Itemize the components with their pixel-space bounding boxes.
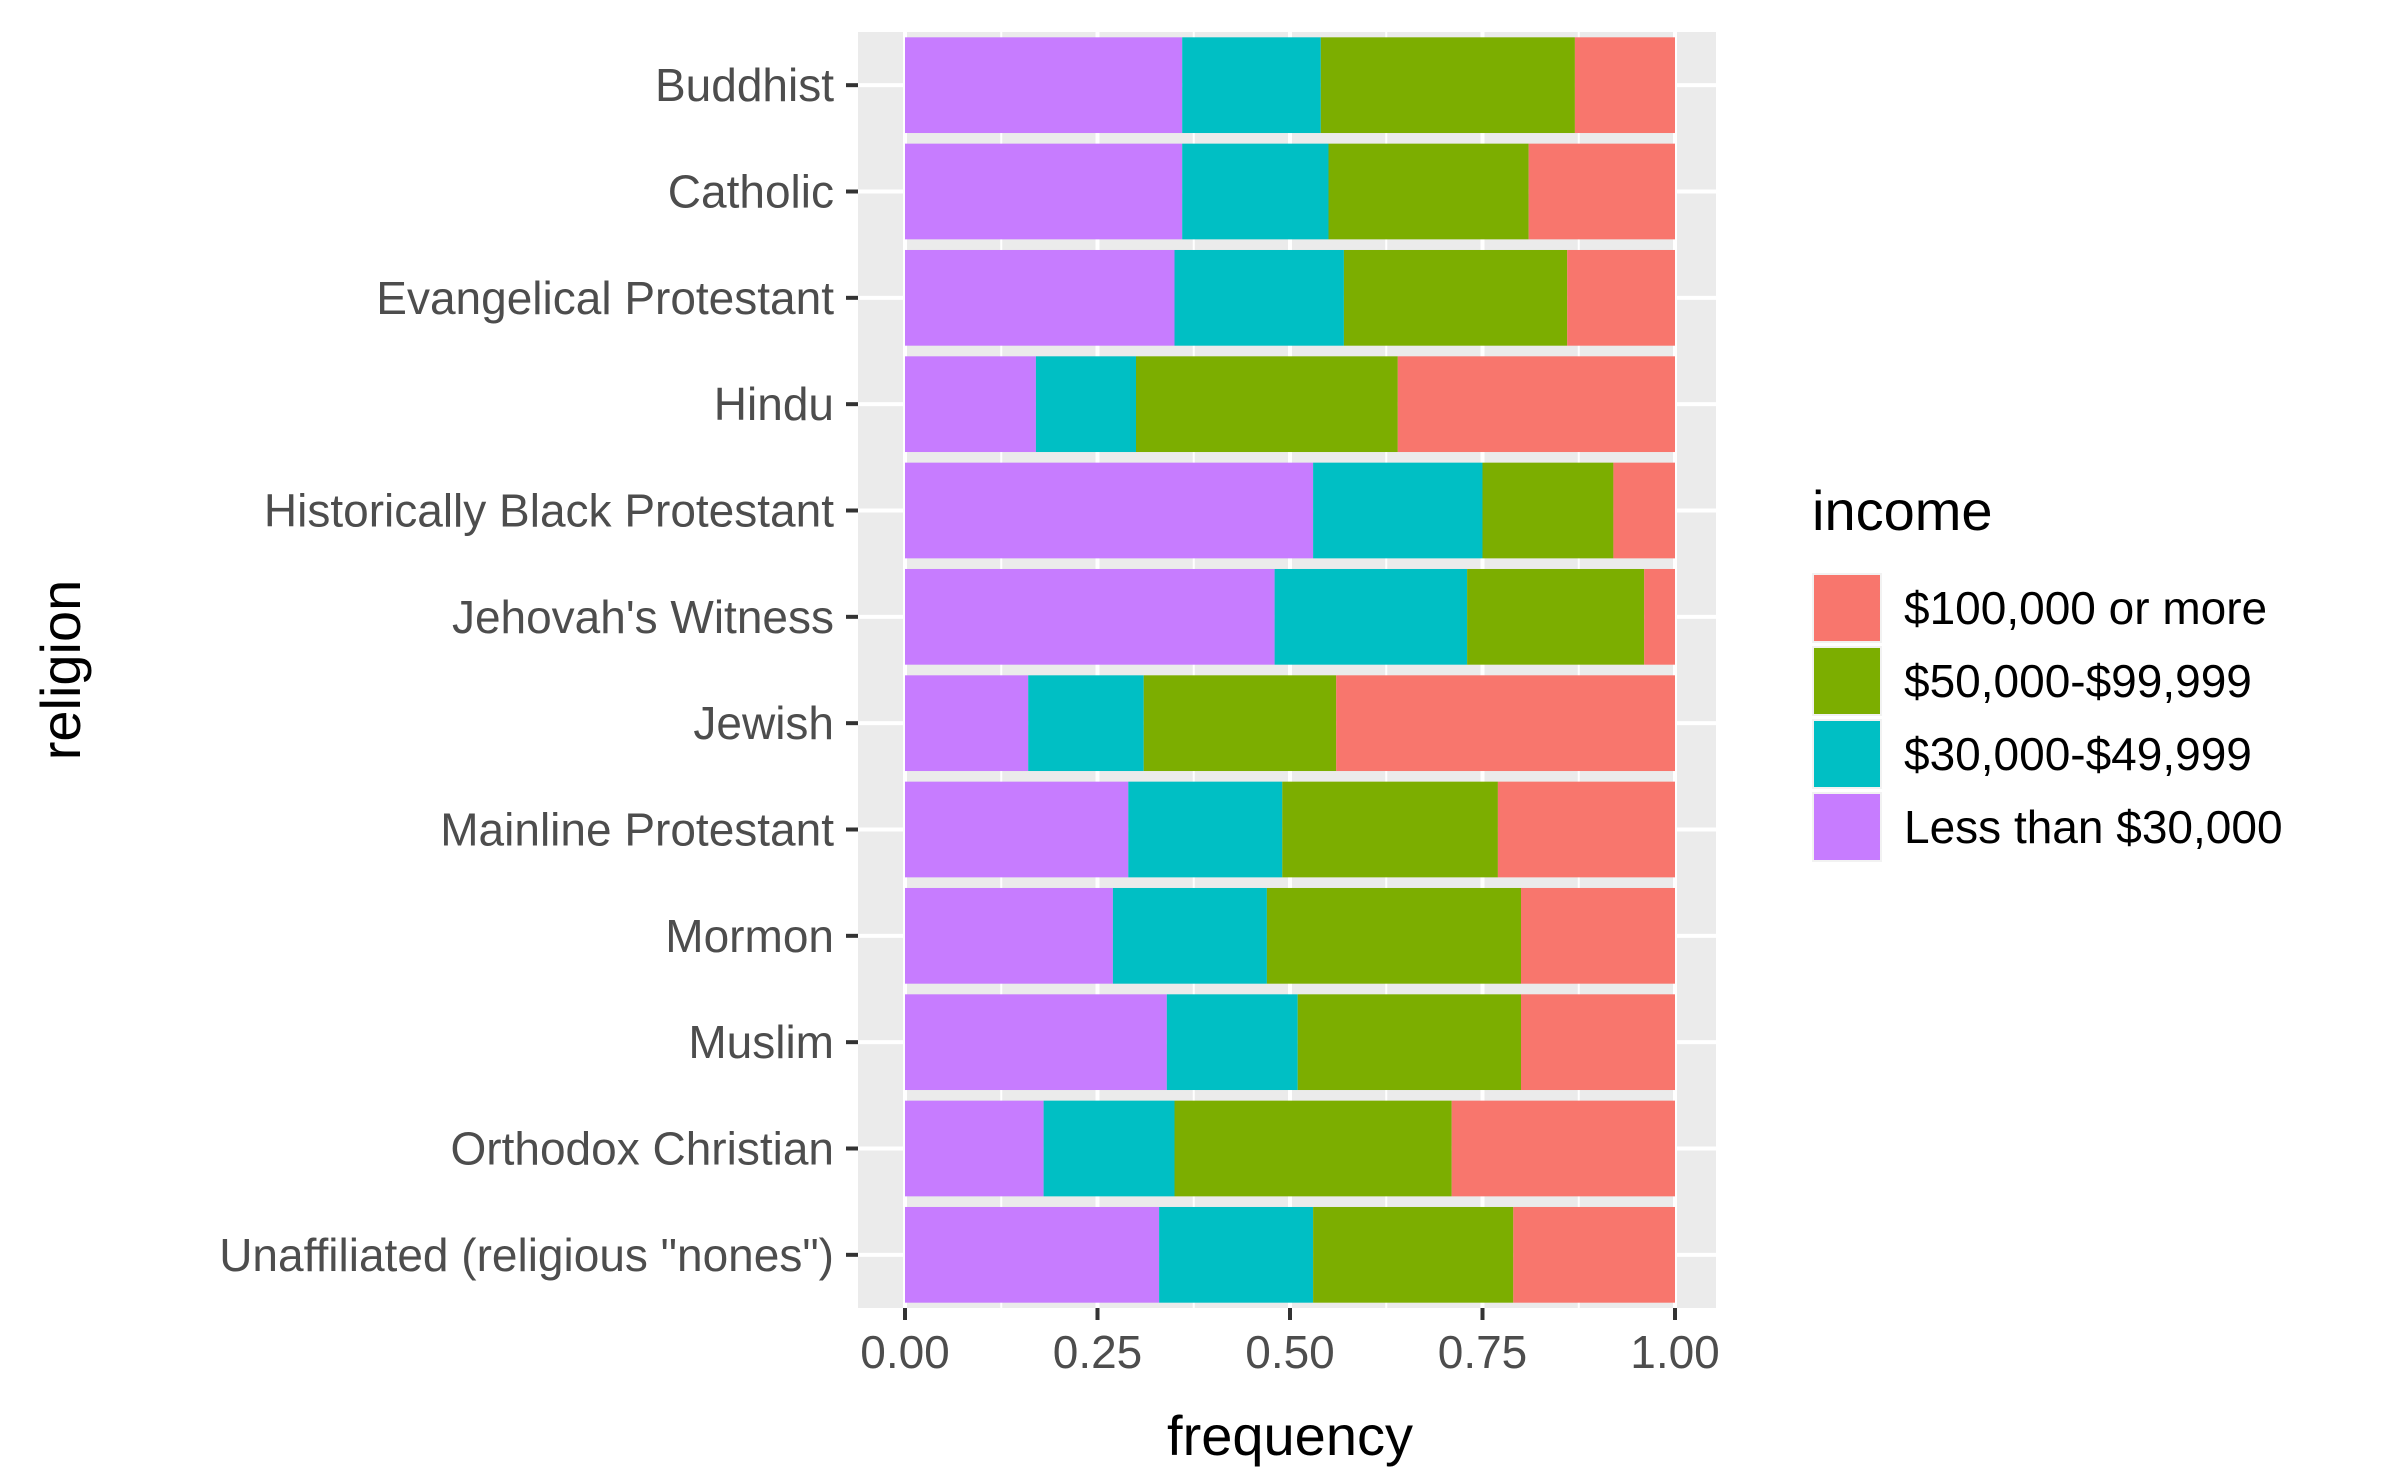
bar-segment — [1613, 462, 1675, 559]
bar-segment — [1467, 568, 1645, 665]
y-tick-label: Mormon — [665, 910, 834, 962]
bar-segment — [905, 1206, 1160, 1303]
legend-swatch — [1814, 648, 1880, 714]
bar-segment — [905, 675, 1029, 772]
bar-segment — [1528, 143, 1675, 240]
legend-label: $30,000-$49,999 — [1904, 728, 2252, 780]
bar-segment — [1521, 994, 1675, 1091]
bar-segment — [1313, 462, 1483, 559]
x-tick-label: 1.00 — [1630, 1326, 1720, 1378]
legend-swatch — [1814, 794, 1880, 860]
bar-segment — [1043, 1100, 1175, 1197]
bar-segment — [905, 781, 1129, 878]
x-tick-label: 0.75 — [1438, 1326, 1528, 1378]
bar-segment — [1397, 356, 1675, 453]
x-tick-label: 0.00 — [860, 1326, 950, 1378]
bar-segment — [905, 37, 1183, 134]
bar-segment — [1297, 994, 1521, 1091]
bar-segment — [905, 994, 1167, 1091]
legend: income $100,000 or more $50,000-$99,999 $3… — [1812, 479, 2283, 862]
y-tick-label: Muslim — [688, 1016, 834, 1068]
bar-segment — [1497, 781, 1675, 878]
bar-segment — [1143, 675, 1337, 772]
legend-swatch — [1814, 721, 1880, 787]
y-axis-title: religion — [29, 580, 92, 761]
bars — [905, 37, 1675, 1303]
y-tick-label: Jehovah's Witness — [452, 591, 834, 643]
x-axis-title: frequency — [1167, 1404, 1413, 1467]
bar-segment — [1128, 781, 1283, 878]
bar-segment — [1182, 143, 1329, 240]
bar-segment — [1521, 887, 1675, 984]
bar-segment — [1166, 994, 1298, 1091]
y-tick-label: Buddhist — [655, 59, 834, 111]
bar-segment — [1328, 143, 1529, 240]
bar-segment — [1282, 781, 1498, 878]
bar-segment — [905, 462, 1314, 559]
bar-segment — [1182, 37, 1321, 134]
bar-segment — [905, 143, 1183, 240]
bar-segment — [1274, 568, 1468, 665]
y-tick-label: Orthodox Christian — [451, 1123, 835, 1175]
x-axis: 0.00 0.25 0.50 0.75 1.00 — [860, 1308, 1720, 1378]
bar-segment — [1513, 1206, 1675, 1303]
bar-segment — [1028, 675, 1144, 772]
bar-segment — [1644, 568, 1675, 665]
bar-segment — [905, 249, 1175, 346]
bar-segment — [1574, 37, 1675, 134]
bar-segment — [1482, 462, 1614, 559]
y-tick-label: Historically Black Protestant — [264, 485, 834, 537]
bar-segment — [1112, 887, 1267, 984]
bar-segment — [1313, 1206, 1514, 1303]
bar-segment — [905, 568, 1275, 665]
y-tick-label: Jewish — [693, 697, 834, 749]
y-tick-label: Evangelical Protestant — [376, 272, 834, 324]
bar-segment — [1266, 887, 1521, 984]
legend-swatch — [1814, 575, 1880, 641]
bar-segment — [1035, 356, 1136, 453]
y-tick-label: Catholic — [668, 166, 834, 218]
y-tick-label: Unaffiliated (religious "nones") — [219, 1229, 834, 1281]
legend-label: $50,000-$99,999 — [1904, 655, 2252, 707]
y-tick-label: Hindu — [714, 378, 834, 430]
bar-segment — [1567, 249, 1675, 346]
legend-title: income — [1812, 479, 1993, 542]
bar-segment — [905, 1100, 1044, 1197]
bar-segment — [905, 887, 1113, 984]
legend-label: $100,000 or more — [1904, 582, 2267, 634]
bar-segment — [905, 356, 1036, 453]
bar-segment — [1451, 1100, 1675, 1197]
bar-segment — [1136, 356, 1398, 453]
bar-segment — [1174, 249, 1344, 346]
y-axis: Buddhist Catholic Evangelical Protestant Hi… — [219, 59, 858, 1281]
bar-segment — [1320, 37, 1575, 134]
x-tick-label: 0.25 — [1053, 1326, 1143, 1378]
bar-segment — [1174, 1100, 1452, 1197]
bar-segment — [1336, 675, 1675, 772]
x-tick-label: 0.50 — [1245, 1326, 1335, 1378]
bar-segment — [1343, 249, 1568, 346]
legend-label: Less than $30,000 — [1904, 801, 2283, 853]
y-tick-label: Mainline Protestant — [440, 804, 834, 856]
bar-segment — [1159, 1206, 1314, 1303]
